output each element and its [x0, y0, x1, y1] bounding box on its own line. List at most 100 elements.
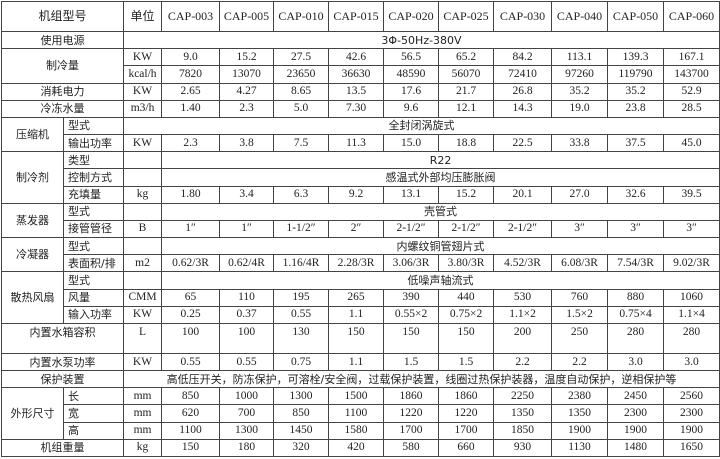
value-cell: 2-1/2″: [438, 219, 495, 239]
value-cell: 13070: [219, 65, 275, 84]
unit-cell: KW: [123, 305, 163, 324]
value-cell: 3.0: [607, 352, 665, 372]
value-cell: 45.0: [663, 134, 720, 153]
value-cell: 13.1: [383, 185, 440, 204]
model-header-cell: CAP-050: [607, 1, 665, 32]
value-cell: 850: [273, 404, 330, 423]
spanned-value: R22: [161, 151, 720, 170]
value-cell: 1.80: [161, 185, 221, 204]
value-cell: 22.5: [493, 134, 553, 153]
row-label: 冷冻水量: [0, 99, 125, 118]
value-cell: 3.06/3R: [383, 254, 440, 273]
value-cell: 23.8: [607, 99, 665, 118]
value-cell: 20.1: [493, 185, 553, 204]
value-cell: 880: [607, 288, 665, 307]
value-cell: 1220: [383, 404, 440, 423]
value-cell: 113.1: [551, 48, 609, 67]
sub-label: 充填量: [62, 185, 125, 204]
table-row: 消耗电力 KW 2.65 4.27 8.65 13.5 17.6 21.7 26.8 35.2 35…: [0, 82, 720, 101]
value-cell: 7.54/3R: [607, 254, 665, 273]
spanned-value: 高低压开关，防冻保护，可溶栓/安全阀，过载保护装置，线圈过热保护装器，温度自动保…: [123, 370, 720, 389]
value-cell: 180: [219, 438, 275, 458]
value-cell: 39.5: [663, 185, 720, 204]
value-cell: 0.55×2: [383, 305, 440, 324]
table-row: 蒸发器 型式 壳管式: [1, 202, 720, 239]
value-cell: 530: [493, 288, 553, 307]
model-header-cell: CAP-030: [493, 1, 553, 32]
unit-cell: KW: [123, 352, 163, 372]
value-cell: 1.16/4R: [273, 254, 330, 273]
model-header-cell: CAP-003: [161, 1, 221, 32]
value-cell: 1480: [607, 438, 665, 458]
value-cell: 4.27: [219, 82, 275, 101]
value-cell: 3″: [663, 219, 720, 239]
value-cell: 17.6: [383, 82, 440, 101]
value-cell: 21.7: [438, 82, 495, 101]
unit-cell: KW: [123, 134, 163, 153]
value-cell: 1.1×4: [663, 305, 720, 324]
value-cell: 1.40: [161, 99, 221, 118]
value-cell: 1300: [273, 387, 330, 406]
header-row: 机组型号 单位 CAP-003 CAP-005 CAP-010 CAP-015 CAP-…: [0, 1, 720, 32]
value-cell: 42.6: [328, 48, 385, 67]
row-label: 内置水箱容积: [0, 322, 125, 354]
value-cell: 18.8: [438, 134, 495, 153]
section-label: 制冷剂: [1, 151, 64, 204]
table-row: 控制方式 感温式外部均压膨胀阀: [2, 168, 720, 187]
value-cell: 2300: [607, 404, 665, 423]
value-cell: 3.8: [219, 134, 275, 153]
unit-cell: [123, 168, 163, 187]
row-label: 机组重量: [0, 438, 125, 458]
model-header-cell: CAP-005: [219, 1, 275, 32]
value-cell: 15.2: [438, 185, 495, 204]
sub-label: 类型: [62, 151, 125, 170]
unit-cell: KW: [123, 48, 163, 67]
value-cell: 1.1: [328, 352, 385, 372]
value-cell: 1900: [551, 421, 609, 440]
value-cell: 9.02/3R: [663, 254, 720, 273]
value-cell: 1″: [161, 219, 221, 239]
unit-cell: m2: [123, 254, 163, 273]
value-cell: 9.0: [161, 48, 221, 67]
table-row: 内置水泵功率 KW 0.55 0.55 0.75 1.1 1.5 1.5 2.2 2.2 3.0 3.…: [0, 352, 720, 372]
sub-label: 宽: [62, 404, 125, 423]
row-label: 保护装置: [0, 370, 125, 389]
sub-label: 输出功率: [62, 134, 125, 153]
spanned-value: 3Φ-50Hz-380V: [123, 30, 720, 50]
spanned-value: 内螺纹铜管翅片式: [161, 237, 720, 256]
value-cell: 930: [493, 438, 553, 458]
value-cell: 1850: [493, 421, 553, 440]
sub-label: 型式: [62, 271, 125, 290]
value-cell: 420: [328, 438, 385, 458]
table-row: 制冷量 KW 9.0 15.2 27.5 42.6 56.5 65.2 84.2 113.1 139…: [0, 48, 720, 84]
sub-label: 型式: [62, 202, 125, 221]
value-cell: 250: [551, 322, 609, 354]
table-row: 接管管径 B 1″ 1″ 1-1/2″ 2″ 2-1/2″ 2-1/2″ 2-1/2″ 3″ 3″ 3…: [2, 219, 720, 239]
value-cell: 27.0: [551, 185, 609, 204]
value-cell: 1100: [328, 404, 385, 423]
value-cell: 167.1: [663, 48, 720, 67]
value-cell: 13.5: [328, 82, 385, 101]
section-label: 压缩机: [1, 116, 64, 153]
value-cell: 3.4: [219, 185, 275, 204]
model-header: 机组型号: [0, 1, 125, 32]
value-cell: 12.1: [438, 99, 495, 118]
table-row: 输入功率 KW 0.25 0.37 0.55 1.1 0.55×2 0.75×2 1.1×2 1.…: [2, 305, 720, 324]
value-cell: 1700: [383, 421, 440, 440]
value-cell: 1100: [161, 421, 221, 440]
value-cell: 0.55: [219, 352, 275, 372]
model-header-cell: CAP-010: [273, 1, 330, 32]
value-cell: 1450: [273, 421, 330, 440]
value-cell: 9.6: [383, 99, 440, 118]
table-row: 冷冻水量 m3/h 1.40 2.3 5.0 7.30 9.6 12.1 14.3 19.0 23.…: [0, 99, 720, 118]
unit-cell: L: [123, 322, 163, 354]
value-cell: 660: [438, 438, 495, 458]
value-cell: 33.8: [551, 134, 609, 153]
value-cell: 2.3: [161, 134, 221, 153]
sub-label: 高: [62, 421, 125, 440]
sub-label: 输入功率: [62, 305, 125, 324]
unit-cell: [123, 202, 163, 221]
value-cell: 37.5: [607, 134, 665, 153]
row-label: 制冷量: [0, 48, 125, 84]
